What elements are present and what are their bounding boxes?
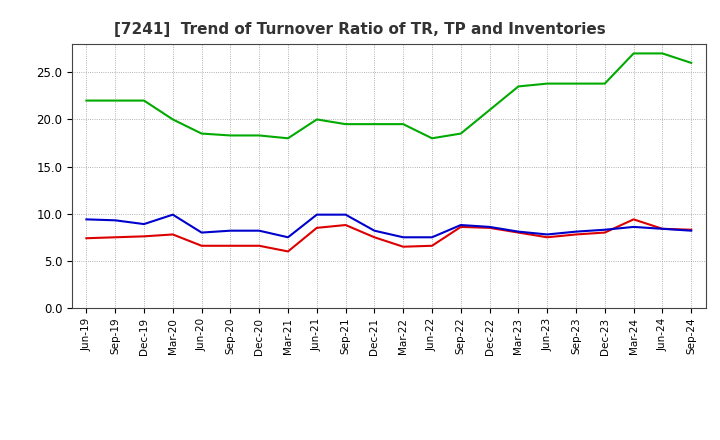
Inventories — [197, 131, 206, 136]
Trade Receivables — [370, 235, 379, 240]
Trade Receivables — [485, 225, 494, 231]
Trade Receivables — [82, 235, 91, 241]
Trade Receivables — [168, 232, 177, 237]
Trade Payables — [312, 212, 321, 217]
Trade Payables — [629, 224, 638, 230]
Inventories — [168, 117, 177, 122]
Trade Payables — [168, 212, 177, 217]
Trade Payables — [341, 212, 350, 217]
Trade Receivables — [111, 235, 120, 240]
Inventories — [312, 117, 321, 122]
Trade Receivables — [255, 243, 264, 249]
Trade Payables — [514, 229, 523, 234]
Trade Receivables — [428, 243, 436, 249]
Trade Receivables — [514, 230, 523, 235]
Trade Receivables — [226, 243, 235, 249]
Inventories — [629, 51, 638, 56]
Inventories — [572, 81, 580, 86]
Trade Receivables — [600, 230, 609, 235]
Trade Receivables — [543, 235, 552, 240]
Inventories — [140, 98, 148, 103]
Inventories — [82, 98, 91, 103]
Trade Receivables — [456, 224, 465, 230]
Trade Payables — [600, 227, 609, 232]
Trade Payables — [572, 229, 580, 234]
Inventories — [543, 81, 552, 86]
Trade Payables — [197, 230, 206, 235]
Line: Inventories: Inventories — [86, 53, 691, 138]
Trade Payables — [255, 228, 264, 233]
Trade Payables — [485, 224, 494, 230]
Inventories — [226, 133, 235, 138]
Line: Trade Receivables: Trade Receivables — [86, 220, 691, 251]
Trade Payables — [543, 232, 552, 237]
Inventories — [399, 121, 408, 127]
Inventories — [341, 121, 350, 127]
Trade Payables — [140, 221, 148, 227]
Trade Receivables — [312, 225, 321, 231]
Inventories — [687, 60, 696, 66]
Text: [7241]  Trend of Turnover Ratio of TR, TP and Inventories: [7241] Trend of Turnover Ratio of TR, TP… — [114, 22, 606, 37]
Inventories — [111, 98, 120, 103]
Trade Payables — [82, 217, 91, 222]
Trade Receivables — [197, 243, 206, 249]
Inventories — [284, 136, 292, 141]
Trade Payables — [370, 228, 379, 233]
Inventories — [658, 51, 667, 56]
Trade Receivables — [658, 226, 667, 231]
Trade Payables — [687, 228, 696, 233]
Trade Payables — [226, 228, 235, 233]
Trade Receivables — [284, 249, 292, 254]
Inventories — [428, 136, 436, 141]
Trade Receivables — [341, 222, 350, 227]
Trade Payables — [284, 235, 292, 240]
Inventories — [370, 121, 379, 127]
Trade Receivables — [572, 232, 580, 237]
Trade Payables — [428, 235, 436, 240]
Trade Payables — [111, 218, 120, 223]
Line: Trade Payables: Trade Payables — [86, 215, 691, 237]
Trade Receivables — [399, 244, 408, 249]
Trade Payables — [399, 235, 408, 240]
Trade Receivables — [629, 217, 638, 222]
Trade Receivables — [140, 234, 148, 239]
Inventories — [514, 84, 523, 89]
Inventories — [485, 107, 494, 113]
Trade Receivables — [687, 227, 696, 232]
Inventories — [255, 133, 264, 138]
Inventories — [600, 81, 609, 86]
Trade Payables — [456, 222, 465, 227]
Trade Payables — [658, 226, 667, 231]
Inventories — [456, 131, 465, 136]
